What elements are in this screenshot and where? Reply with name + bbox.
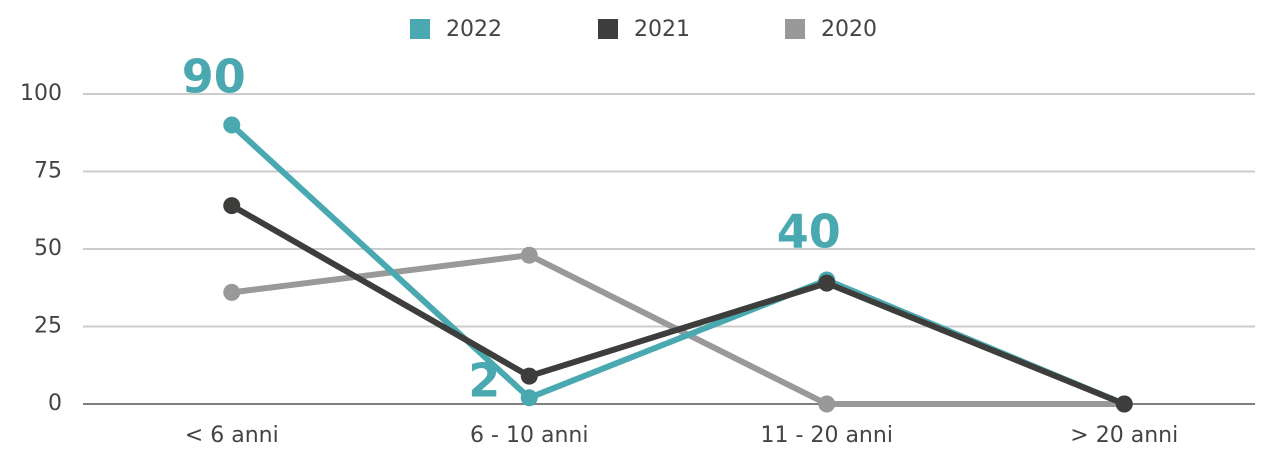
- series-line: [230, 202, 1126, 407]
- data-point: [520, 246, 538, 264]
- legend-label: 2021: [634, 17, 690, 42]
- data-label: 40: [777, 205, 841, 259]
- data-label: 2: [468, 353, 500, 407]
- x-tick-label: 11 - 20 anni: [761, 423, 893, 448]
- data-point: [520, 389, 538, 407]
- data-point: [223, 283, 241, 301]
- series-line: [229, 122, 1126, 407]
- y-tick-label: 75: [34, 159, 62, 184]
- legend-label: 2022: [446, 17, 502, 42]
- legend-swatch: [410, 19, 430, 39]
- x-tick-label: > 20 anni: [1070, 423, 1178, 448]
- x-tick-label: < 6 anni: [185, 423, 279, 448]
- data-point: [520, 367, 538, 385]
- y-tick-label: 100: [20, 81, 62, 106]
- y-tick-label: 0: [48, 391, 62, 416]
- data-point: [223, 197, 241, 215]
- legend-swatch: [598, 19, 618, 39]
- legend-label: 2020: [821, 17, 877, 42]
- y-tick-label: 50: [34, 236, 62, 261]
- data-point: [1115, 395, 1133, 413]
- data-label: 90: [182, 50, 246, 104]
- y-tick-label: 25: [34, 314, 62, 339]
- data-point: [818, 395, 836, 413]
- data-point: [223, 116, 241, 134]
- x-tick-label: 6 - 10 anni: [470, 423, 588, 448]
- data-point: [818, 274, 836, 292]
- legend-swatch: [785, 19, 805, 39]
